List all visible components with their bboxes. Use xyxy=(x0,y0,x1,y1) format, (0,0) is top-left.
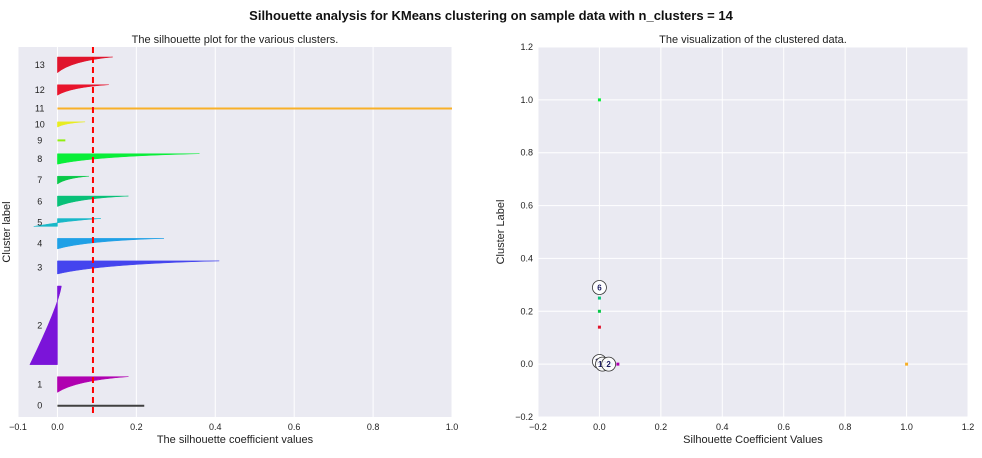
silhouette-fill-cluster-4 xyxy=(57,238,164,250)
cluster-scatter-panel: 613122 −0.2 0.0 0.2 0.4 0.6 0.8 1.0 1.2 −0.2 0.0… xyxy=(495,34,974,446)
scatter-point-cluster-6 xyxy=(597,296,601,300)
scatter-x-tick-label: 0.2 xyxy=(655,422,668,432)
silhouette-plot-title: The silhouette plot for the various clus… xyxy=(132,34,339,46)
cluster-center-marker-6 xyxy=(592,280,607,295)
scatter-y-tick-label: 0.4 xyxy=(520,253,533,263)
silhouette-fills xyxy=(29,56,452,407)
scatter-plot-area xyxy=(538,47,968,417)
silhouette-fill-cluster-7 xyxy=(57,175,90,185)
silhouette-x-ticks: −0.1 0.0 0.2 0.4 0.6 0.8 1.0 xyxy=(9,422,458,432)
silhouette-x-tick-label: 0.4 xyxy=(209,422,222,432)
scatter-y-tick-label: 0.0 xyxy=(520,359,533,369)
cluster-centers: 613122 xyxy=(592,280,617,372)
scatter-grid xyxy=(537,46,969,418)
scatter-x-tick-label: 0.8 xyxy=(839,422,852,432)
silhouette-x-tick-label: −0.1 xyxy=(9,422,27,432)
cluster-label-7: 7 xyxy=(37,175,42,185)
scatter-point-cluster-13 xyxy=(597,325,601,329)
cluster-label-1: 1 xyxy=(37,380,42,390)
silhouette-fill-cluster-3 xyxy=(57,260,220,275)
cluster-center-marker-2 xyxy=(601,356,617,372)
cluster-label-5: 5 xyxy=(37,217,42,227)
cluster-label-9: 9 xyxy=(37,135,42,145)
cluster-label-3: 3 xyxy=(37,262,42,272)
silhouette-fill-cluster-10 xyxy=(57,121,86,128)
silhouette-fill-cluster-12 xyxy=(57,84,109,96)
silhouette-plot-area xyxy=(18,47,452,417)
cluster-label-13: 13 xyxy=(35,60,45,70)
scatter-x-tick-label: 1.2 xyxy=(962,422,975,432)
scatter-y-tick-label: 1.2 xyxy=(520,42,533,52)
cluster-label-2: 2 xyxy=(37,320,42,330)
cluster-label-10: 10 xyxy=(35,119,45,129)
cluster-center-label-2: 2 xyxy=(606,360,611,369)
scatter-y-ticks: −0.2 0.0 0.2 0.4 0.6 0.8 1.0 1.2 xyxy=(515,42,533,422)
scatter-point-cluster-1 xyxy=(616,362,620,366)
scatter-x-tick-label: −0.2 xyxy=(529,422,547,432)
scatter-x-tick-label: 0.0 xyxy=(593,422,606,432)
cluster-label-6: 6 xyxy=(37,196,42,206)
scatter-point-cluster-8 xyxy=(597,98,601,102)
scatter-x-tick-label: 0.6 xyxy=(777,422,790,432)
silhouette-x-tick-label: 0.0 xyxy=(51,422,64,432)
silhouette-x-tick-label: 1.0 xyxy=(446,422,459,432)
scatter-x-tick-label: 1.0 xyxy=(900,422,913,432)
scatter-y-tick-label: 0.6 xyxy=(520,201,533,211)
scatter-x-ticks: −0.2 0.0 0.2 0.4 0.6 0.8 1.0 1.2 xyxy=(529,422,974,432)
scatter-point-cluster-7 xyxy=(597,309,601,313)
scatter-y-tick-label: 1.0 xyxy=(520,95,533,105)
silhouette-x-tick-label: 0.8 xyxy=(367,422,380,432)
silhouette-grid xyxy=(17,47,453,417)
scatter-x-axis-label: Silhouette Coefficient Values xyxy=(683,434,823,446)
scatter-y-axis-label: Cluster Label xyxy=(495,200,507,265)
silhouette-fill-cluster-2 xyxy=(29,285,62,365)
cluster-label-4: 4 xyxy=(37,239,42,249)
scatter-y-tick-label: 0.2 xyxy=(520,306,533,316)
cluster-label-12: 12 xyxy=(35,85,45,95)
silhouette-fill-cluster-8 xyxy=(57,153,200,165)
silhouette-fill-cluster-13 xyxy=(57,56,113,74)
cluster-label-0: 0 xyxy=(37,401,42,411)
cluster-label-8: 8 xyxy=(37,154,42,164)
figure-title: Silhouette analysis for KMeans clusterin… xyxy=(249,8,733,23)
scatter-plot-title: The visualization of the clustered data. xyxy=(659,34,847,46)
silhouette-y-axis-label: Cluster label xyxy=(1,201,13,262)
silhouette-x-tick-label: 0.2 xyxy=(130,422,143,432)
scatter-point-cluster-11 xyxy=(905,362,909,366)
scatter-x-tick-label: 0.4 xyxy=(716,422,729,432)
silhouette-fill-cluster-5 xyxy=(33,218,101,227)
silhouette-x-tick-label: 0.6 xyxy=(288,422,301,432)
scatter-y-tick-label: −0.2 xyxy=(515,412,533,422)
silhouette-x-axis-label: The silhouette coefficient values xyxy=(157,434,314,446)
cluster-label-11: 11 xyxy=(35,104,44,114)
cluster-center-label-6: 6 xyxy=(597,284,602,293)
scatter-y-tick-label: 0.8 xyxy=(520,148,533,158)
